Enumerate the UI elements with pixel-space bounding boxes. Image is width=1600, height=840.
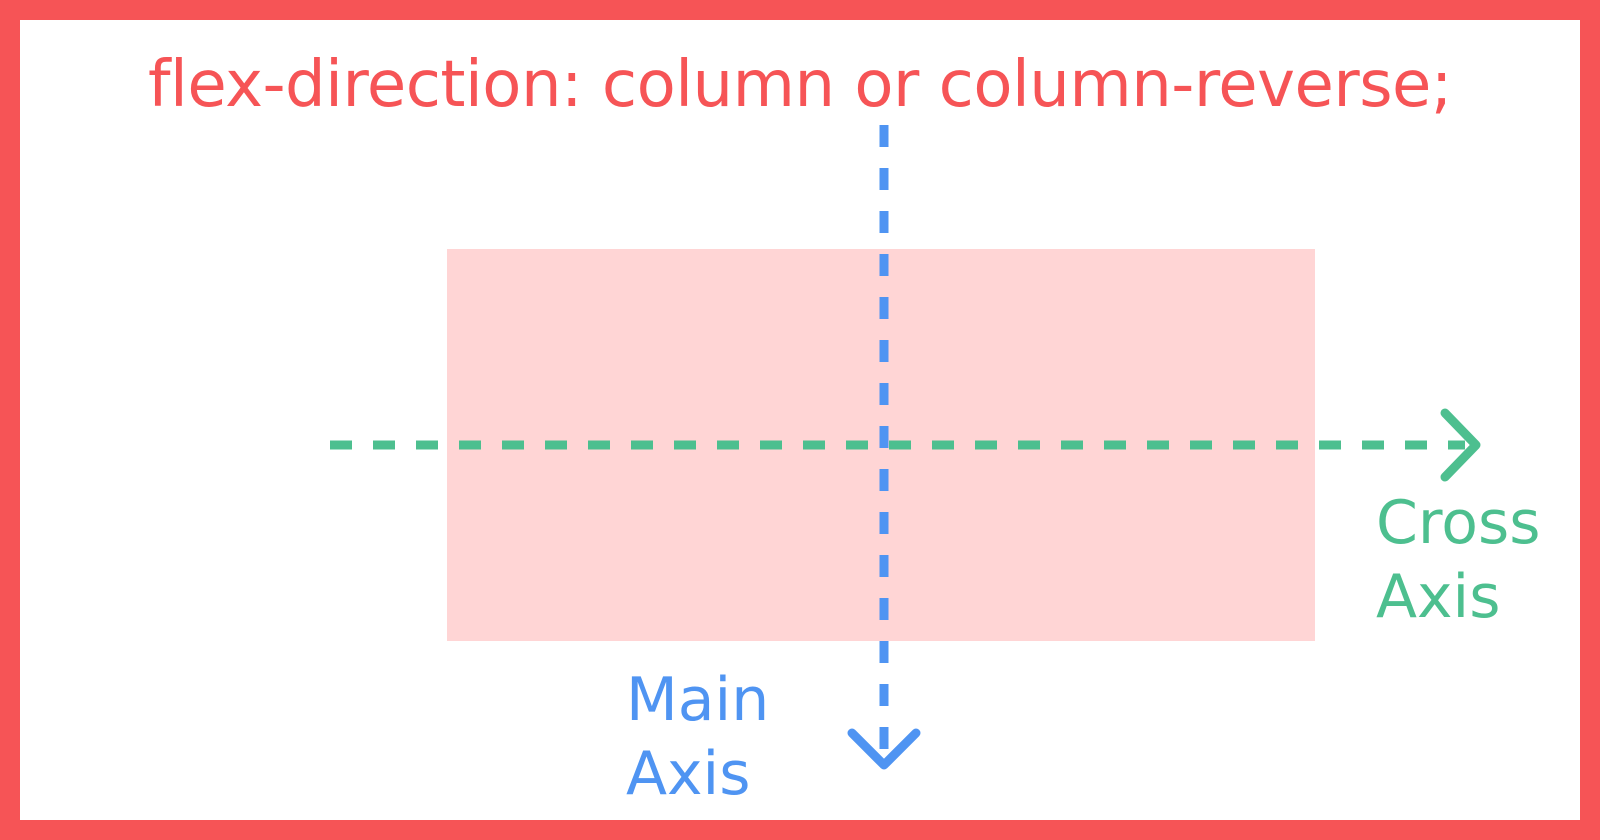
main-axis-label: Main Axis [626, 663, 769, 811]
cross-axis-arrowhead [1440, 408, 1481, 482]
cross-axis-label-line2: Axis [1376, 562, 1501, 632]
cross-axis-label: Cross Axis [1376, 486, 1540, 634]
main-axis-arrowhead [847, 728, 921, 770]
main-axis-label-line2: Axis [626, 739, 751, 809]
cross-axis-label-line1: Cross [1376, 488, 1541, 558]
main-axis-label-line1: Main [626, 665, 770, 735]
page-title: flex-direction: column or column-reverse… [148, 48, 1452, 122]
